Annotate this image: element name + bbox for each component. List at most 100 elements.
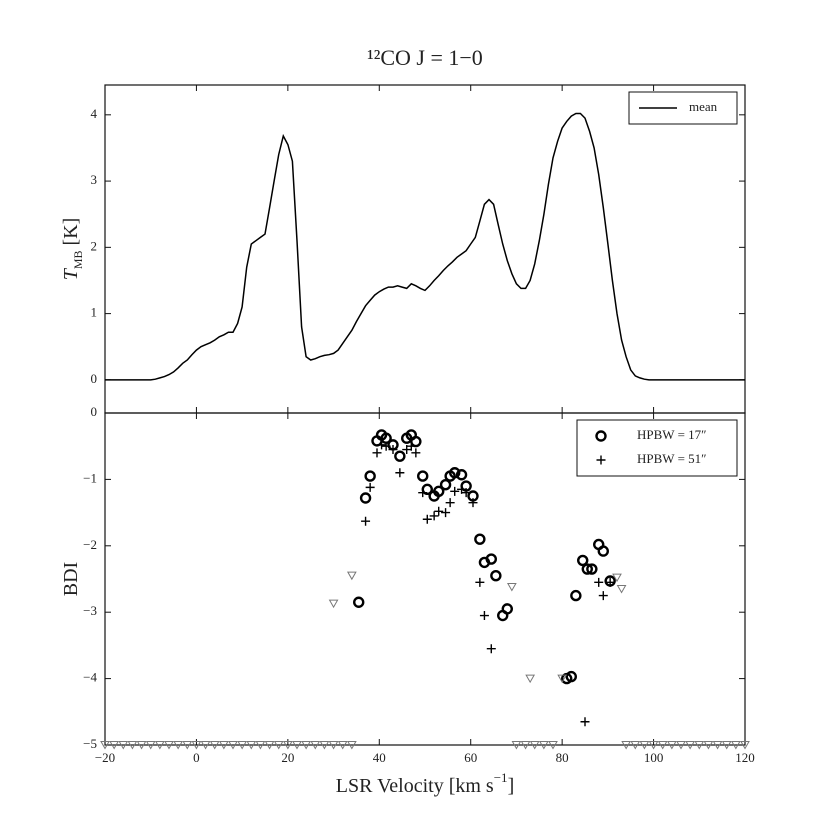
- marker-plus: [598, 591, 608, 601]
- marker-circle: [570, 589, 582, 602]
- marker-triangle: [109, 741, 120, 750]
- marker-triangle: [721, 741, 732, 750]
- y-tick-label: 0: [91, 404, 98, 419]
- x-tick-label: 100: [644, 750, 664, 765]
- legend-swatch: [596, 455, 606, 465]
- marker-triangle: [548, 741, 558, 750]
- marker-triangle: [228, 741, 238, 750]
- marker-triangle: [657, 741, 668, 750]
- spectrum-line: [105, 112, 745, 381]
- marker-triangle: [730, 741, 741, 750]
- marker-triangle: [506, 582, 517, 592]
- marker-triangle: [612, 573, 622, 583]
- y-axis-label: TMB [K]: [60, 218, 85, 281]
- marker-circle: [433, 485, 445, 498]
- marker-triangle: [292, 741, 302, 750]
- marker-plus: [422, 514, 432, 524]
- x-tick-label: 60: [464, 750, 477, 765]
- marker-triangle: [346, 571, 357, 581]
- marker-plus: [429, 511, 439, 521]
- marker-plus: [594, 577, 604, 587]
- marker-plus: [486, 644, 496, 654]
- marker-triangle: [218, 741, 229, 750]
- marker-triangle: [310, 741, 321, 750]
- x-axis-label: LSR Velocity [km s−1]: [336, 770, 514, 796]
- marker-plus: [361, 516, 371, 526]
- marker-triangle: [301, 741, 312, 750]
- legend-label: HPBW = 17″: [637, 427, 707, 442]
- marker-circle: [417, 470, 429, 482]
- marker-triangle: [319, 741, 330, 750]
- marker-circle: [577, 554, 589, 567]
- marker-plus: [381, 441, 391, 451]
- y-tick-label: 4: [91, 106, 98, 121]
- legend-label: mean: [689, 99, 718, 114]
- marker-triangle: [525, 674, 536, 684]
- x-tick-label: 80: [556, 750, 569, 765]
- marker-triangle: [100, 741, 110, 750]
- marker-triangle: [740, 741, 750, 750]
- y-axis-label-main: BDI: [60, 562, 82, 596]
- marker-plus: [388, 445, 398, 455]
- legend-box: [576, 419, 738, 477]
- marker-circle: [410, 435, 422, 448]
- marker-circle: [359, 492, 372, 504]
- marker-plus: [406, 441, 416, 451]
- marker-triangle: [255, 741, 266, 750]
- marker-triangle: [520, 741, 531, 750]
- plot-frame: [104, 84, 746, 414]
- marker-triangle: [666, 741, 677, 750]
- x-tick-label: 120: [735, 750, 755, 765]
- y-axis-label: BDI: [60, 562, 82, 596]
- marker-plus: [445, 498, 455, 508]
- marker-plus: [418, 488, 428, 498]
- y-tick-label: 0: [91, 371, 98, 386]
- marker-plus: [475, 577, 485, 587]
- marker-triangle: [616, 584, 627, 594]
- marker-triangle: [511, 741, 522, 750]
- marker-circle: [439, 479, 452, 491]
- marker-triangle: [639, 741, 650, 750]
- marker-plus: [457, 484, 467, 494]
- marker-triangle: [264, 741, 275, 750]
- marker-triangle: [282, 741, 293, 750]
- marker-circle: [586, 563, 598, 575]
- marker-triangle: [621, 741, 632, 750]
- x-axis-label-main: LSR Velocity [km s: [336, 775, 494, 797]
- marker-triangle: [538, 741, 549, 750]
- marker-circle: [353, 596, 365, 608]
- y-tick-label: 2: [91, 238, 98, 253]
- marker-plus: [479, 611, 489, 621]
- marker-triangle: [191, 741, 202, 750]
- marker-triangle: [127, 741, 138, 750]
- marker-triangle: [630, 741, 641, 750]
- marker-triangle: [712, 741, 723, 750]
- marker-triangle: [703, 741, 714, 750]
- marker-triangle: [328, 741, 339, 750]
- y-tick-label: −3: [83, 603, 97, 618]
- marker-triangle: [154, 741, 165, 750]
- marker-circle: [449, 467, 461, 479]
- y-tick-label: 3: [91, 172, 98, 187]
- marker-circle: [364, 470, 376, 482]
- marker-plus: [450, 486, 460, 496]
- marker-plus: [377, 440, 387, 450]
- marker-triangle: [337, 741, 348, 750]
- marker-triangle: [182, 741, 193, 750]
- x-tick-label: 0: [193, 750, 200, 765]
- legend-swatch: [595, 430, 607, 442]
- y-axis-label-unit: [K]: [60, 218, 82, 246]
- chart-title: ¹²CO J = 1−0: [367, 45, 483, 70]
- marker-plus: [434, 506, 444, 516]
- marker-triangle: [237, 741, 248, 750]
- marker-triangle: [328, 599, 339, 609]
- legend-label: HPBW = 51″: [637, 451, 707, 466]
- marker-triangle: [136, 741, 147, 750]
- marker-triangle: [209, 741, 220, 750]
- y-tick-label: −2: [83, 537, 97, 552]
- marker-plus: [441, 508, 451, 518]
- marker-triangle: [346, 741, 357, 750]
- x-tick-label: 40: [373, 750, 386, 765]
- marker-triangle: [118, 741, 129, 750]
